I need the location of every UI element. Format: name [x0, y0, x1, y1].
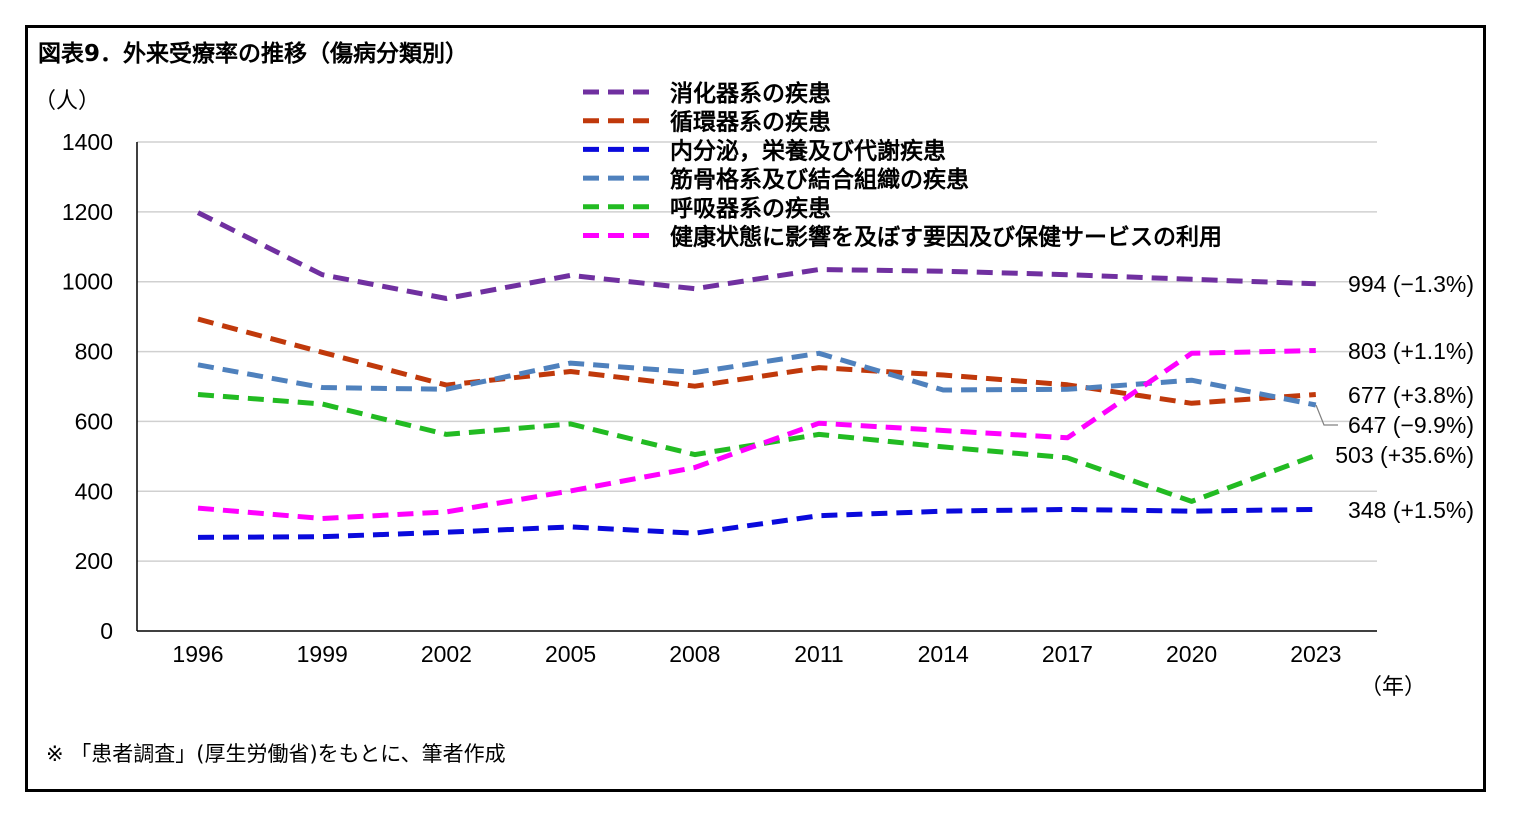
chart-frame [25, 25, 1486, 792]
x-tick-label: 2008 [669, 641, 720, 667]
legend-label-2: 内分泌，栄養及び代謝疾患 [670, 137, 946, 164]
end-data-label: 803 (+1.1%) [1348, 338, 1474, 364]
series-line-0 [196, 210, 1316, 301]
x-tick-label: 2014 [918, 641, 969, 667]
x-tick-label: 2002 [421, 641, 472, 667]
y-tick-label: 1000 [62, 269, 113, 295]
x-tick-label: 2017 [1042, 641, 1093, 667]
source-note: ※ 「患者調査」(厚生労働省)をもとに、筆者作成 [46, 742, 506, 766]
series-line-4 [197, 392, 1317, 504]
y-tick-label: 800 [75, 339, 113, 365]
x-tick-label: 2023 [1290, 641, 1341, 667]
x-tick-label: 1999 [297, 641, 348, 667]
leader-line [1315, 404, 1338, 426]
gridlines [137, 141, 1377, 562]
y-tick-label: 200 [75, 548, 113, 574]
y-tick-label: 1200 [62, 199, 113, 225]
x-tick-label: 1996 [172, 641, 223, 667]
x-tick-label: 2005 [545, 641, 596, 667]
y-tick-label: 0 [100, 618, 113, 644]
end-data-label: 647 (−9.9%) [1348, 412, 1474, 438]
legend-label-5: 健康状態に影響を及ぼす要因及び保健サービスの利用 [670, 224, 1222, 251]
y-axis-unit: （人） [34, 89, 100, 114]
series-line-3 [197, 350, 1317, 408]
legend-label-1: 循環器系の疾患 [670, 109, 831, 136]
end-labels: 994 (−1.3%) 677 (+3.8%) 348 (+1.5%) 647 (−9… [1315, 271, 1474, 523]
x-axis-unit: （年） [1360, 675, 1426, 700]
legend-label-3: 筋骨格系及び結合組織の疾患 [670, 166, 969, 193]
y-tick-label: 600 [75, 408, 113, 434]
y-tick-label: 1400 [62, 129, 113, 155]
y-tick-label: 400 [75, 478, 113, 504]
series-line-2 [197, 506, 1316, 540]
series-lines [196, 210, 1317, 540]
axes: 0 200 400 600 800 1000 1200 1400 1996 1999 2002 200… [34, 89, 1426, 700]
legend-label-4: 呼吸器系の疾患 [670, 195, 831, 222]
end-data-label: 503 (+35.6%) [1335, 442, 1474, 468]
x-tick-label: 2011 [794, 641, 843, 667]
chart-title: 図表9．外来受療率の推移（傷病分類別） [38, 41, 469, 67]
end-data-label: 677 (+3.8%) [1348, 382, 1474, 408]
legend: 消化器系の疾患循環器系の疾患内分泌，栄養及び代謝疾患筋骨格系及び結合組織の疾患呼… [583, 80, 1222, 251]
legend-label-0: 消化器系の疾患 [670, 80, 831, 107]
end-data-label: 994 (−1.3%) [1348, 271, 1474, 297]
x-tick-label: 2020 [1166, 641, 1217, 667]
end-data-label: 348 (+1.5%) [1348, 497, 1474, 523]
series-line-5 [197, 348, 1316, 521]
